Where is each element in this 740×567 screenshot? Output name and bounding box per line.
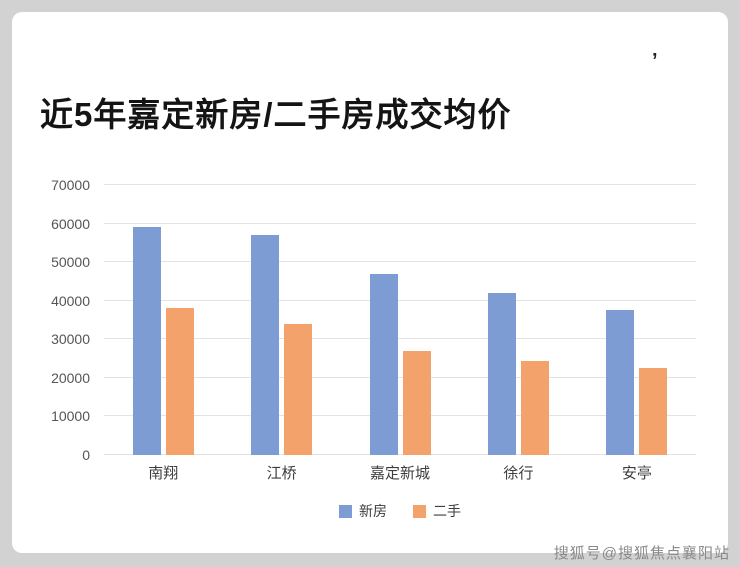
bar-二手 (165, 308, 194, 455)
bar-新房 (606, 310, 635, 455)
legend-item: 新房 (339, 501, 387, 521)
gridline (104, 415, 696, 417)
chart-title: 近5年嘉定新房/二手房成交均价 (40, 96, 512, 133)
x-axis-label: 安亭 (621, 465, 652, 482)
bar-新房 (132, 227, 161, 455)
bar-新房 (251, 235, 280, 455)
bar-新房 (487, 293, 516, 455)
y-tick-label: 60000 (51, 215, 90, 232)
y-tick-label: 10000 (51, 408, 90, 425)
y-tick-label: 30000 (51, 331, 90, 348)
plot-row: 0 10000 20000 30000 40000 50000 60000 70000 (40, 178, 696, 462)
x-axis: 南翔 江桥 嘉定新城 徐行 安亭 (104, 462, 696, 483)
bar-新房 (369, 273, 398, 455)
x-axis-label: 嘉定新城 (370, 465, 431, 482)
bar-二手 (639, 368, 668, 455)
y-tick-label: 0 (82, 447, 90, 463)
bar-二手 (520, 360, 549, 455)
bar-groups (104, 185, 696, 455)
bar-group (341, 185, 459, 455)
gridline (104, 454, 696, 455)
gridline (104, 184, 696, 185)
gridline (104, 338, 696, 340)
plot-area (104, 184, 696, 455)
bar-chart: 0 10000 20000 30000 40000 50000 60000 70000 南翔 江… (40, 178, 696, 521)
x-axis-label: 徐行 (503, 465, 534, 482)
gridline (104, 376, 696, 378)
legend-item: 二手 (413, 501, 461, 521)
y-tick-label: 20000 (51, 369, 90, 386)
bar-group (222, 185, 340, 455)
legend-swatch (413, 504, 426, 518)
bar-group (578, 185, 696, 455)
legend-label: 新房 (359, 503, 387, 519)
bar-二手 (284, 323, 313, 455)
legend-swatch (339, 504, 352, 518)
x-axis-label: 南翔 (148, 465, 179, 482)
gridline (104, 261, 696, 263)
y-tick-label: 50000 (51, 254, 90, 271)
y-axis: 0 10000 20000 30000 40000 50000 60000 70000 (40, 178, 104, 462)
y-tick-label: 70000 (51, 177, 90, 193)
legend-label: 二手 (433, 503, 461, 519)
stray-mark: ’ (652, 50, 658, 72)
gridline (104, 299, 696, 301)
bar-二手 (402, 350, 431, 455)
chart-card: 近5年嘉定新房/二手房成交均价 ’ 0 10000 20000 30000 40000 5… (12, 12, 728, 553)
legend: 新房 二手 (104, 501, 696, 521)
watermark: 搜狐号@搜狐焦点襄阳站 (553, 545, 730, 562)
y-tick-label: 40000 (51, 292, 90, 309)
x-axis-label: 江桥 (266, 465, 297, 482)
gridline (104, 222, 696, 224)
bar-group (459, 185, 577, 455)
bar-group (104, 185, 222, 455)
